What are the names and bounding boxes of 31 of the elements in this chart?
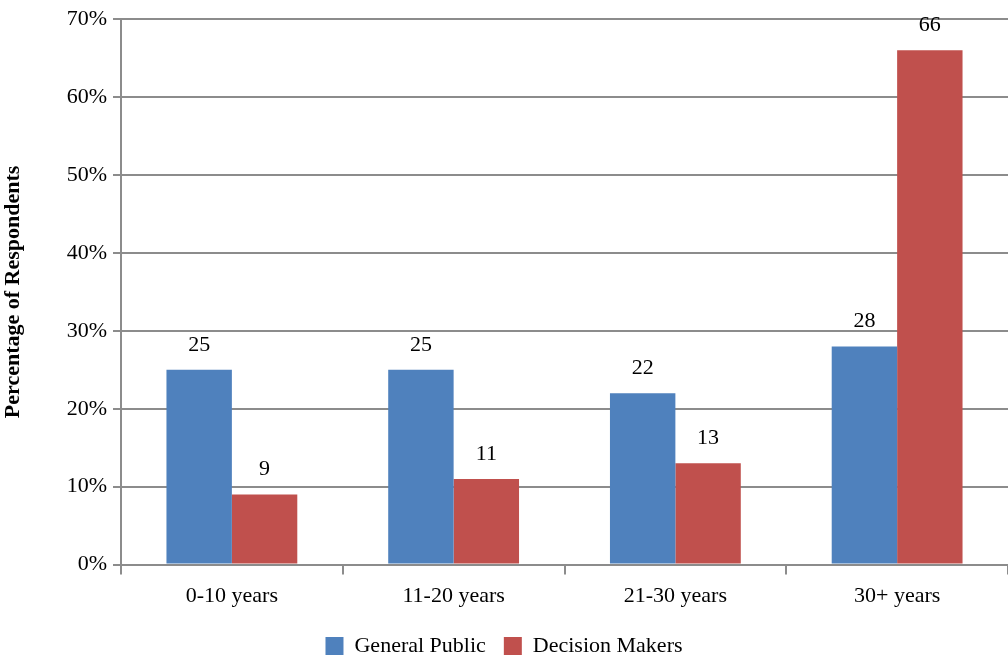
y-tick-label: 0% xyxy=(77,550,107,576)
bar xyxy=(675,463,741,564)
bar xyxy=(231,494,298,564)
bar xyxy=(453,478,520,564)
data-label: 13 xyxy=(697,424,720,450)
x-tick-label: 30+ years xyxy=(853,581,941,607)
data-label: 11 xyxy=(475,439,497,465)
data-label: 25 xyxy=(409,330,432,356)
x-tick-label: 21-30 years xyxy=(623,581,727,607)
bar xyxy=(897,50,963,564)
data-label: 66 xyxy=(918,11,941,37)
data-label: 25 xyxy=(188,330,211,356)
bar xyxy=(831,346,898,564)
data-label: 9 xyxy=(259,455,271,481)
y-tick-label: 10% xyxy=(66,472,107,498)
y-axis-title: Percentage of Respondents xyxy=(0,165,24,419)
x-tick-label: 0-10 years xyxy=(185,581,278,607)
data-label: 28 xyxy=(853,307,876,333)
legend-label: Decision Makers xyxy=(532,631,683,657)
x-tick-label: 11-20 years xyxy=(402,581,505,607)
y-tick-label: 40% xyxy=(66,238,107,264)
data-label: 22 xyxy=(631,353,654,379)
y-tick-label: 20% xyxy=(66,394,107,420)
bar xyxy=(388,369,454,564)
y-tick-label: 50% xyxy=(66,160,107,186)
bar xyxy=(609,393,676,564)
bar xyxy=(166,369,232,564)
legend-label: General Public xyxy=(354,631,487,657)
y-tick-label: 60% xyxy=(66,82,107,108)
y-tick-label: 30% xyxy=(66,316,107,342)
y-tick-label: 70% xyxy=(66,4,107,30)
